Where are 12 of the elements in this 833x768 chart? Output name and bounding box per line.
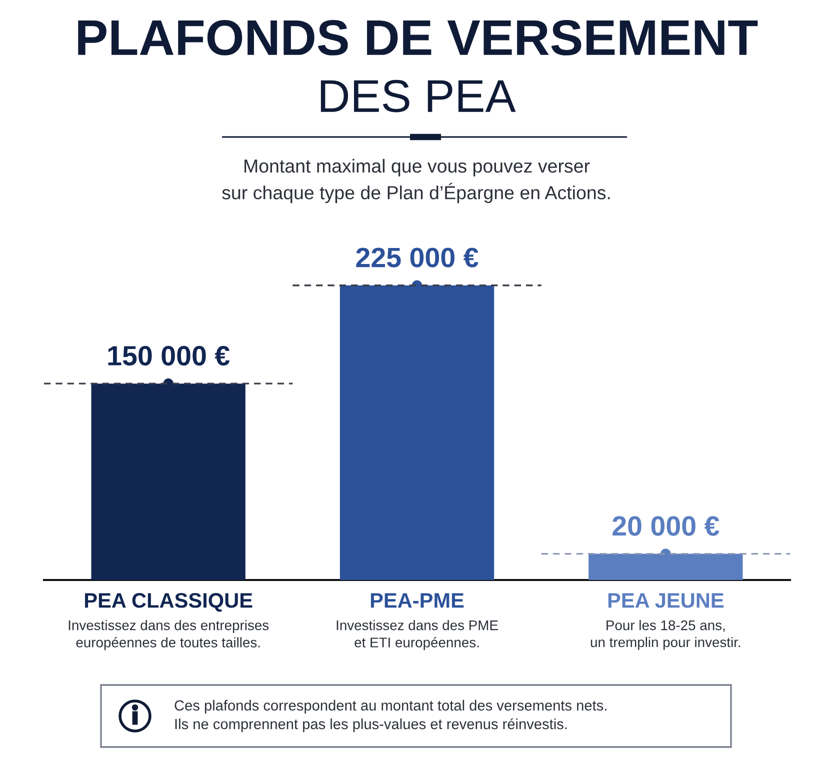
text: Ces plafonds correspondent au montant total des versements nets. Ils ne comprennent pas les plus-values et revenus réinvestis. [174,700,606,732]
text: Investissez dans des PME et ETI européennes. [336,620,498,650]
data-label: 20 000 € [612,516,720,536]
data-label: 225 000 € [356,248,478,268]
x-tick-label: PEA-PME [370,593,464,608]
x-tick-label: PEA CLASSIQUE [85,593,252,612]
text: Pour les 18-25 ans, un tremplin pour investir. [590,620,740,650]
chart-subtitle: Montant maximal que vous pouvez verser sur chaque type de Plan d’Épargne en Actions. [222,158,610,204]
x-tick-label: PEA JEUNE [608,593,724,608]
data-label: 150 000 € [108,346,230,366]
text: Investissez dans des entreprises européennes de toutes tailles. [68,620,269,650]
chart-title: PLAFONDS DE VERSEMENT DES PEA [78,20,758,112]
